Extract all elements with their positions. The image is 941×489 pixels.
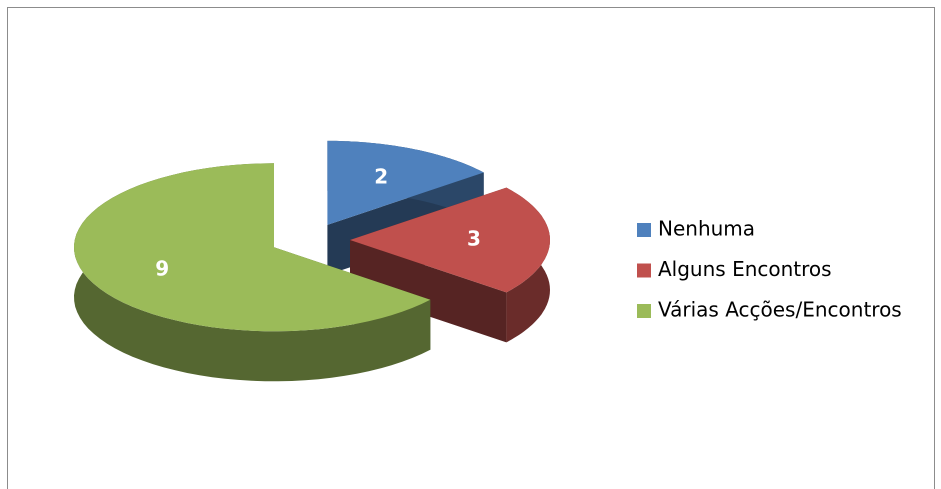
pie-slice (327, 140, 484, 225)
value-label: 3 (467, 227, 481, 251)
legend-swatch (637, 304, 651, 318)
legend-label: Alguns Encontros (658, 257, 832, 281)
pie-slice (74, 163, 431, 332)
legend-swatch (637, 263, 651, 278)
legend-swatch (637, 223, 651, 237)
value-label: 9 (155, 256, 169, 280)
legend-label: Várias Acções/Encontros (658, 298, 902, 322)
slice-side (350, 240, 507, 343)
legend-label: Nenhuma (658, 217, 755, 241)
value-label: 2 (374, 164, 388, 188)
pie-slice (350, 187, 550, 293)
